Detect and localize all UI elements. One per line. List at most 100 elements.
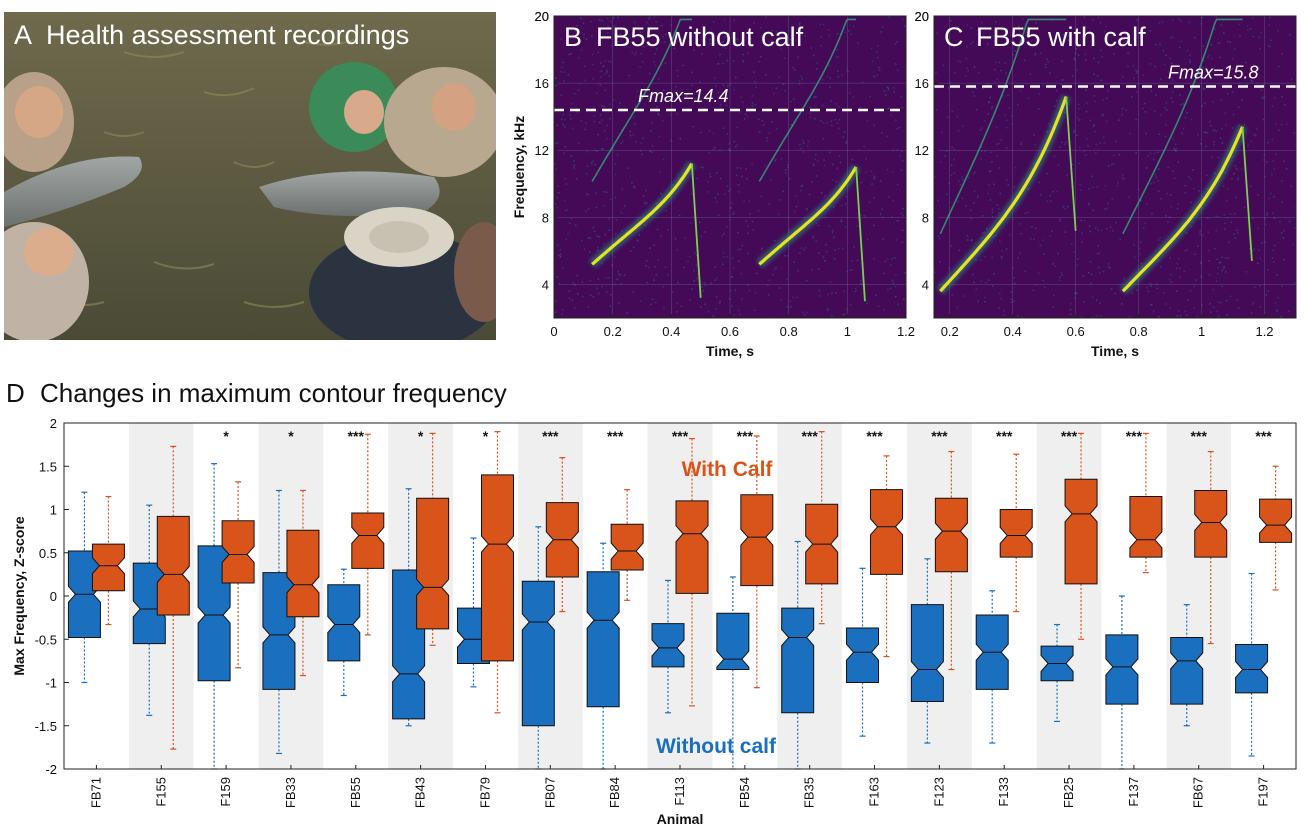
spectrogram-plot-area bbox=[554, 16, 906, 318]
contour-drop bbox=[1241, 126, 1253, 262]
x-tick-label: F137 bbox=[1126, 777, 1141, 807]
spectrogram-frame bbox=[933, 15, 1297, 319]
x-tick-label: FB54 bbox=[737, 777, 752, 808]
category-group bbox=[781, 431, 839, 770]
with-box bbox=[1129, 496, 1163, 558]
category-group bbox=[456, 431, 514, 714]
fundamental-contour bbox=[939, 95, 1068, 293]
x-tick-label: 1 bbox=[844, 324, 851, 339]
y-tick-label: 8 bbox=[922, 210, 929, 225]
y-tick-label: 20 bbox=[535, 9, 549, 24]
without-box bbox=[327, 584, 361, 662]
x-tick-label: FB71 bbox=[88, 777, 103, 808]
harmonic-contour bbox=[939, 18, 1067, 235]
x-tick-label: F133 bbox=[996, 777, 1011, 807]
contour-drop bbox=[690, 163, 702, 298]
y-tick-label: 20 bbox=[535, 9, 549, 24]
with-box bbox=[221, 520, 255, 584]
significance-marker: *** bbox=[866, 428, 883, 444]
y-tick-label: 1.5 bbox=[39, 459, 57, 474]
x-tick-label: FB35 bbox=[802, 777, 817, 808]
significance-marker: *** bbox=[931, 428, 948, 444]
category-group bbox=[1040, 432, 1098, 723]
without-box bbox=[651, 623, 685, 668]
significance-marker: *** bbox=[996, 428, 1013, 444]
significance-marker: *** bbox=[542, 428, 559, 444]
with-box bbox=[351, 512, 385, 569]
significance-marker: *** bbox=[348, 428, 365, 444]
category-group bbox=[1170, 450, 1228, 727]
with-box bbox=[480, 474, 514, 662]
x-tick-label: FB84 bbox=[607, 777, 622, 808]
with-box bbox=[1064, 478, 1098, 585]
without-box bbox=[781, 607, 815, 714]
y-tick-label: -1 bbox=[45, 676, 57, 691]
category-group bbox=[910, 450, 968, 744]
without-box bbox=[846, 627, 880, 683]
x-tick-label: F159 bbox=[218, 777, 233, 807]
spectrogram-background bbox=[934, 16, 1296, 318]
without-box bbox=[521, 580, 555, 727]
x-tick-label: 0.6 bbox=[1067, 324, 1085, 339]
significance-marker: *** bbox=[1255, 428, 1272, 444]
y-tick-label: -0.5 bbox=[35, 632, 57, 647]
category-group bbox=[975, 453, 1033, 744]
panel-a-letter: A bbox=[14, 20, 31, 50]
x-tick-label: F113 bbox=[672, 777, 687, 806]
x-tick-label: 0.8 bbox=[780, 324, 798, 339]
category-group bbox=[67, 491, 125, 684]
x-tick-label: 1.2 bbox=[897, 324, 915, 339]
spectrogram-with-calf: 0.2 0.4 0.6 0.8 1 1.2 4 8 12 16 20 20 Time, s C FB55 w… bbox=[900, 6, 1304, 366]
with-box bbox=[740, 494, 774, 587]
with-box bbox=[286, 529, 320, 618]
x-tick-label: F155 bbox=[153, 777, 168, 807]
x-tick-label: F163 bbox=[867, 777, 882, 807]
boxplot-svg: D Changes in maximum contour frequency FB7… bbox=[6, 378, 1297, 827]
category-group bbox=[651, 437, 709, 714]
y-tick-label: 1 bbox=[50, 503, 57, 518]
category-group bbox=[197, 463, 255, 770]
significance-marker: * bbox=[418, 428, 424, 444]
significance-marker: *** bbox=[1126, 428, 1143, 444]
without-box bbox=[1105, 634, 1139, 705]
y-tick-label: 16 bbox=[535, 76, 549, 91]
with-box bbox=[1194, 489, 1228, 558]
x-tick-label: F197 bbox=[1256, 777, 1271, 807]
category-group bbox=[327, 433, 385, 697]
harmonic-contour bbox=[591, 18, 692, 182]
y-tick-label: 2 bbox=[50, 416, 57, 431]
with-box bbox=[610, 523, 644, 571]
x-axis-label: Time, s bbox=[1091, 343, 1139, 359]
spectrogram-without-calf: 0 0.2 0.4 0.6 0.8 1 1.2 4 8 12 16 20 20 Time, s Freque… bbox=[510, 6, 920, 366]
harmonic-contour bbox=[758, 18, 857, 182]
significance-marker: * bbox=[223, 428, 229, 444]
category-group bbox=[262, 489, 320, 755]
y-axis-label: Max Frequency, Z-score bbox=[11, 516, 27, 675]
y-tick-label: 20 bbox=[915, 9, 929, 24]
category-group bbox=[392, 432, 450, 727]
x-tick-label: FB67 bbox=[1191, 777, 1206, 808]
x-tick-label: 0.6 bbox=[721, 324, 739, 339]
x-tick-label: FB25 bbox=[1061, 777, 1076, 808]
x-tick-label: FB55 bbox=[348, 777, 363, 808]
without-box bbox=[586, 571, 620, 708]
x-tick-label: F123 bbox=[931, 777, 946, 807]
y-tick-label: 20 bbox=[915, 9, 929, 24]
legend-without-calf: Without calf bbox=[656, 735, 777, 758]
x-axis-label: Animal bbox=[657, 811, 704, 827]
without-box bbox=[910, 604, 944, 703]
x-tick-label: 0.4 bbox=[662, 324, 680, 339]
significance-marker: * bbox=[483, 428, 489, 444]
x-tick-label: 0 bbox=[550, 324, 557, 339]
category-group bbox=[716, 435, 774, 770]
boxplot-panel: D Changes in maximum contour frequency FB7… bbox=[0, 370, 1304, 830]
with-box bbox=[934, 497, 968, 573]
y-tick-label: 0.5 bbox=[39, 546, 57, 561]
panel-letter: B bbox=[564, 22, 582, 52]
x-tick-label: FB79 bbox=[477, 777, 492, 808]
significance-marker: *** bbox=[607, 428, 624, 444]
without-box bbox=[1235, 643, 1269, 694]
alternating-band bbox=[777, 423, 843, 769]
contour-drop bbox=[855, 166, 866, 302]
